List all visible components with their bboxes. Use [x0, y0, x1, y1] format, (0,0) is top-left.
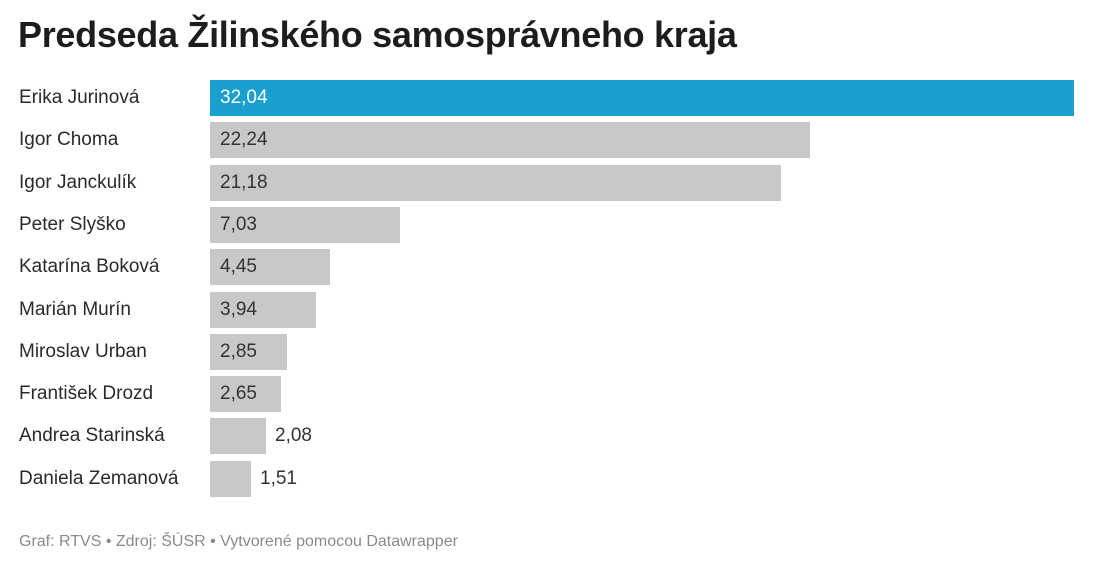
bar-row: Erika Jurinová 32,04: [0, 80, 1093, 116]
bar: [210, 165, 781, 201]
bar-row: Igor Janckulík 21,18: [0, 165, 1093, 201]
data-label: 32,04: [220, 87, 268, 108]
bar: [210, 418, 266, 454]
bar-chart: Erika Jurinová 32,04 Igor Choma 22,24 Igor J…: [0, 80, 1093, 500]
bar-row: Andrea Starinská 2,08: [0, 418, 1093, 454]
data-label: 3,94: [220, 299, 257, 320]
bar: [210, 334, 287, 370]
bar: [210, 292, 316, 328]
data-label: 2,65: [220, 383, 257, 404]
category-label: Igor Janckulík: [19, 172, 137, 193]
bar: [210, 207, 400, 243]
bar-row: Katarína Boková 4,45: [0, 249, 1093, 285]
data-label: 21,18: [220, 172, 268, 193]
data-label: 7,03: [220, 214, 257, 235]
bar-row: Igor Choma 22,24: [0, 122, 1093, 158]
bar-row: Peter Slyško 7,03: [0, 207, 1093, 243]
chart-title: Predseda Žilinského samosprávneho kraja: [18, 14, 737, 55]
bar: [210, 122, 810, 158]
bar-row: Daniela Zemanová 1,51: [0, 461, 1093, 497]
category-label: Marián Murín: [19, 299, 131, 320]
bar: [210, 376, 281, 412]
bar: [210, 80, 1074, 116]
bar-row: Marián Murín 3,94: [0, 292, 1093, 328]
data-label: 2,08: [275, 425, 312, 446]
category-label: Peter Slyško: [19, 214, 126, 235]
bar-row: František Drozd 2,65: [0, 376, 1093, 412]
data-label: 2,85: [220, 341, 257, 362]
category-label: Miroslav Urban: [19, 341, 147, 362]
category-label: Daniela Zemanová: [19, 468, 179, 489]
category-label: Katarína Boková: [19, 256, 160, 277]
category-label: František Drozd: [19, 383, 154, 404]
data-label: 1,51: [260, 468, 297, 489]
data-label: 22,24: [220, 129, 268, 150]
bar-row: Miroslav Urban 2,85: [0, 334, 1093, 370]
chart-footer: Graf: RTVS • Zdroj: ŠÚSR • Vytvorené pom…: [19, 533, 458, 550]
category-label: Andrea Starinská: [19, 425, 165, 446]
bar: [210, 461, 251, 497]
bar: [210, 249, 330, 285]
data-label: 4,45: [220, 256, 257, 277]
category-label: Erika Jurinová: [19, 87, 140, 108]
category-label: Igor Choma: [19, 129, 119, 150]
